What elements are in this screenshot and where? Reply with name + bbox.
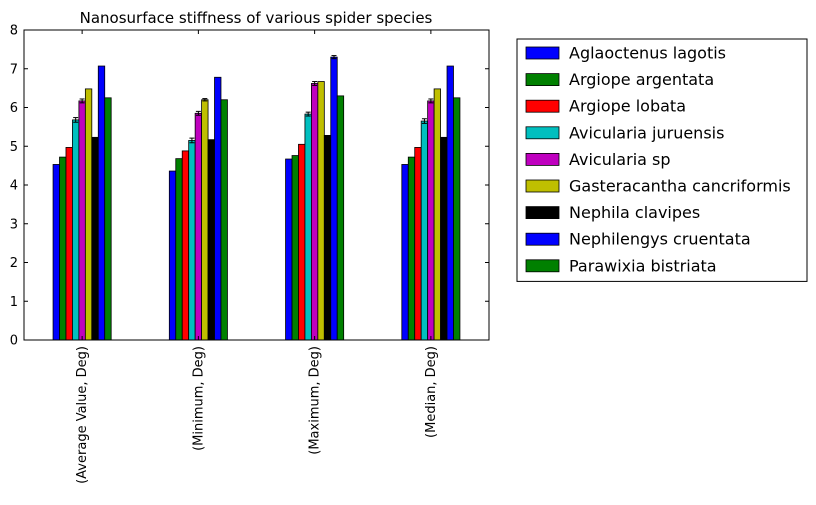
y-tick-label: 2: [10, 256, 18, 271]
bars-layer: [52, 56, 461, 341]
bar: [414, 147, 422, 341]
bar: [52, 164, 60, 341]
bar: [407, 156, 416, 341]
bar: [72, 119, 80, 341]
bar: [453, 97, 461, 341]
legend-swatch: [525, 179, 560, 193]
x-tick-label: (Average Value, Deg): [75, 346, 90, 484]
y-tick-label: 1: [10, 295, 18, 310]
legend-label: Nephila clavipes: [569, 203, 700, 222]
legend-swatch: [525, 152, 560, 166]
bar: [440, 136, 448, 341]
legend-swatch: [525, 232, 560, 246]
bar: [291, 155, 299, 341]
bar: [317, 81, 325, 341]
bar: [59, 156, 67, 341]
legend-swatch: [525, 99, 560, 113]
bar: [168, 170, 177, 341]
legend-label: Gasteracantha cancriformis: [569, 177, 791, 196]
y-tick-label: 4: [10, 179, 18, 194]
bar: [78, 100, 86, 341]
bar: [84, 88, 93, 341]
x-tick-label: (Median, Deg): [424, 346, 439, 438]
bar: [285, 158, 293, 341]
legend-swatch: [525, 126, 560, 140]
y-tick-label: 7: [10, 62, 18, 77]
bar: [194, 112, 203, 341]
y-tick-label: 3: [10, 217, 18, 232]
legend-swatch: [525, 46, 560, 60]
legend-label: Avicularia sp: [569, 150, 671, 169]
error-bars-layer: [73, 55, 434, 144]
bar: [433, 88, 441, 341]
bar: [175, 158, 183, 341]
bar: [91, 136, 99, 341]
bar: [188, 140, 196, 341]
chart-title: Nanosurface stiffness of various spider …: [80, 9, 433, 27]
legend-label: Avicularia juruensis: [569, 123, 724, 142]
legend-swatch: [525, 259, 560, 273]
bar: [427, 100, 435, 341]
bar: [336, 95, 345, 341]
x-tick-label: (Maximum, Deg): [308, 346, 323, 455]
bar: [181, 150, 190, 341]
bar: [401, 164, 409, 341]
legend-swatch: [525, 206, 560, 220]
legend-label: Argiope lobata: [569, 97, 686, 116]
bar: [65, 147, 73, 341]
bar: [104, 97, 112, 341]
bar: [201, 99, 209, 341]
bar: [214, 76, 222, 341]
y-tick-label: 0: [10, 334, 18, 349]
legend-frame: [516, 38, 808, 282]
bar: [304, 113, 312, 341]
bar: [310, 83, 319, 341]
bar: [97, 65, 106, 341]
y-tick-label: 5: [10, 140, 18, 155]
x-axis: (Average Value, Deg) (Minimum, Deg) (Maxim…: [75, 30, 439, 484]
x-tick-label: (Minimum, Deg): [191, 346, 206, 451]
y-axis: 0 1 2 3 4 5 6 7 8: [10, 24, 489, 349]
y-tick-label: 6: [10, 101, 18, 116]
y-tick-label: 8: [10, 24, 18, 39]
bar: [220, 99, 228, 341]
legend-label: Argiope argentata: [569, 70, 714, 89]
bar: [323, 134, 332, 341]
bar: [298, 143, 306, 341]
bar: [446, 65, 454, 341]
bar: [207, 139, 215, 341]
legend-swatch: [525, 73, 560, 86]
bar: [330, 56, 338, 341]
legend-label: Parawixia bistriata: [569, 256, 717, 275]
legend: Aglaoctenus lagotis Argiope argentata Argi…: [516, 38, 808, 282]
legend-label: Aglaoctenus lagotis: [569, 44, 726, 63]
legend-label: Nephilengys cruentata: [569, 230, 751, 249]
bar: [420, 120, 429, 341]
